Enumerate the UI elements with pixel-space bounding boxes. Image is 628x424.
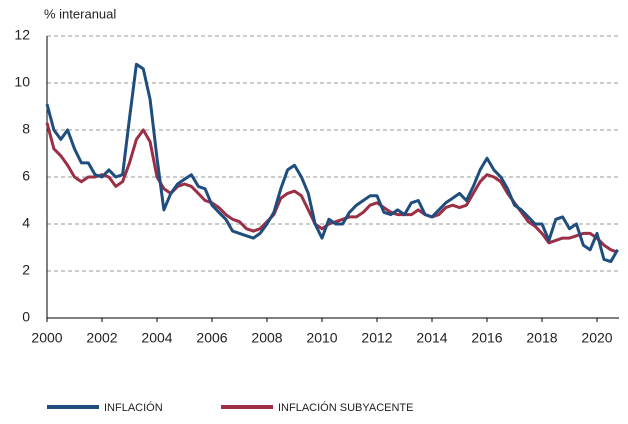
x-tick-label: 2008 [251,330,282,346]
y-axis-label: % interanual [44,6,116,21]
legend-label: INFLACIÓN [104,401,163,414]
y-tick-label: 6 [22,168,30,184]
y-tick-label: 12 [14,27,30,43]
x-tick-label: 2012 [361,330,392,346]
x-tick-label: 2010 [306,330,337,346]
y-tick-label: 8 [22,121,30,137]
y-tick-label: 4 [22,215,30,231]
series-line [45,122,619,254]
series-line [45,62,619,264]
x-tick-label: 2004 [141,330,172,346]
x-tick-label: 2000 [31,330,62,346]
y-tick-label: 0 [22,309,30,325]
y-tick-label: 2 [22,262,30,278]
legend-label: INFLACIÓN SUBYACENTE [278,401,414,414]
x-tick-label: 2020 [581,330,612,346]
x-tick-label: 2002 [86,330,117,346]
x-tick-label: 2016 [471,330,502,346]
x-tick-label: 2018 [526,330,557,346]
x-tick-label: 2006 [196,330,227,346]
y-tick-label: 10 [14,74,30,90]
x-tick-label: 2014 [416,330,447,346]
